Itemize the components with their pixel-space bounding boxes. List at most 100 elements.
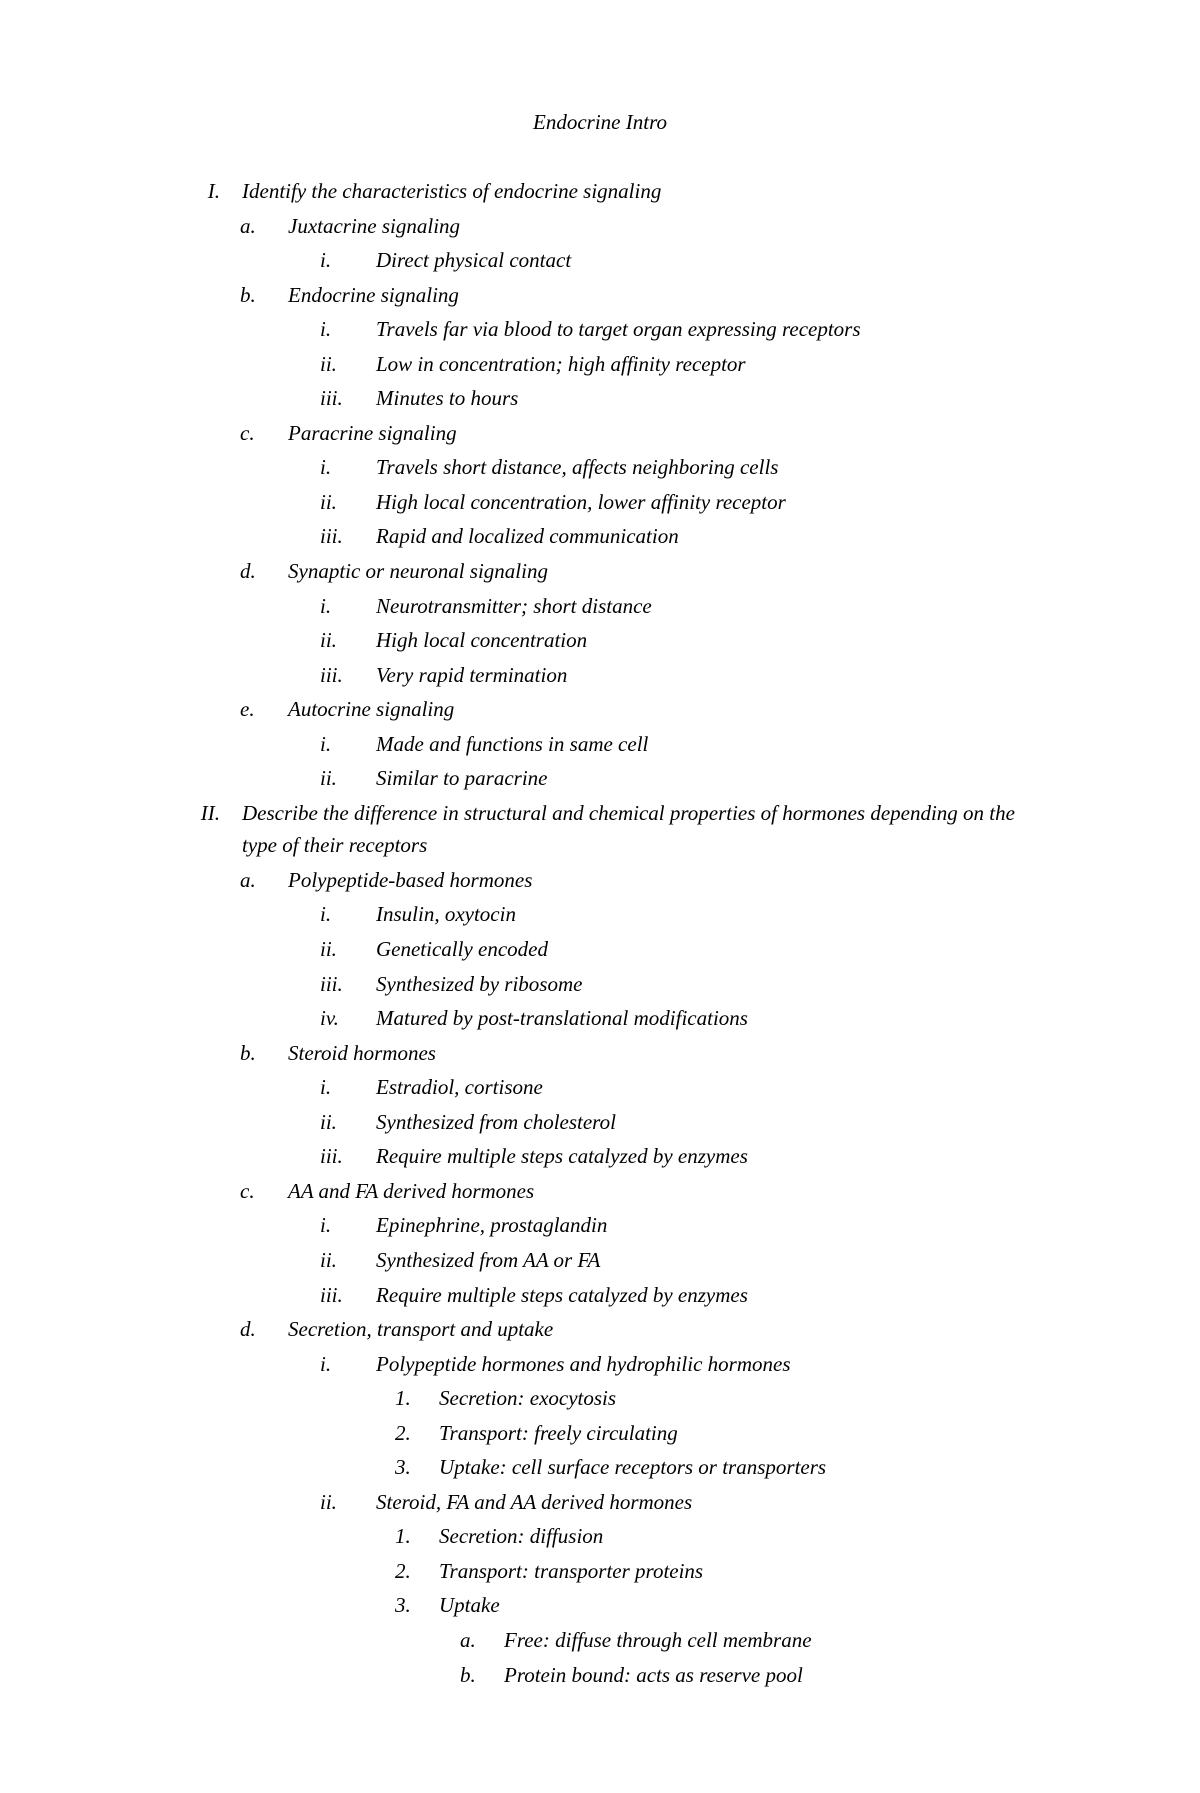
- outline-marker: i.: [320, 898, 376, 931]
- outline-text: Secretion: diffusion: [439, 1520, 1040, 1553]
- outline-item-level-3: i.Travels short distance, affects neighb…: [320, 451, 1040, 484]
- outline-text: Direct physical contact: [376, 244, 1040, 277]
- outline-item-level-3: iii.Synthesized by ribosome: [320, 968, 1040, 1001]
- outline-text: Protein bound: acts as reserve pool: [504, 1659, 1040, 1692]
- outline-marker: b.: [460, 1659, 504, 1692]
- outline-item-level-4: 2.Transport: transporter proteins: [395, 1555, 1040, 1588]
- outline-text: Paracrine signaling: [288, 417, 1040, 450]
- outline-item-level-4: 2.Transport: freely circulating: [395, 1417, 1040, 1450]
- outline-marker: 3.: [395, 1451, 439, 1484]
- outline-text: Secretion, transport and uptake: [288, 1313, 1040, 1346]
- outline-text: High local concentration: [376, 624, 1040, 657]
- outline-text: Synthesized by ribosome: [376, 968, 1040, 1001]
- outline-text: Travels short distance, affects neighbor…: [376, 451, 1040, 484]
- outline-marker: 1.: [395, 1382, 439, 1415]
- document-page: Endocrine Intro I.Identify the character…: [0, 0, 1200, 1793]
- outline-text: High local concentration, lower affinity…: [376, 486, 1040, 519]
- outline-text: Polypeptide hormones and hydrophilic hor…: [376, 1348, 1040, 1381]
- outline-marker: iii.: [320, 382, 376, 415]
- outline-item-level-3: i.Insulin, oxytocin: [320, 898, 1040, 931]
- outline-item-level-3: i.Direct physical contact: [320, 244, 1040, 277]
- outline-text: Endocrine signaling: [288, 279, 1040, 312]
- outline-marker: ii.: [320, 486, 376, 519]
- outline-item-level-2: c.Paracrine signaling: [240, 417, 1040, 450]
- outline-item-level-3: ii.Synthesized from cholesterol: [320, 1106, 1040, 1139]
- outline-text: Rapid and localized communication: [376, 520, 1040, 553]
- outline-text: Insulin, oxytocin: [376, 898, 1040, 931]
- outline-marker: c.: [240, 1175, 288, 1208]
- outline-item-level-3: iii.Require multiple steps catalyzed by …: [320, 1140, 1040, 1173]
- outline-marker: 1.: [395, 1520, 439, 1553]
- outline-marker: ii.: [320, 1486, 376, 1519]
- outline-text: Transport: transporter proteins: [439, 1555, 1040, 1588]
- outline-marker: i.: [320, 313, 376, 346]
- outline-marker: d.: [240, 555, 288, 588]
- outline-marker: 2.: [395, 1555, 439, 1588]
- outline-text: Steroid hormones: [288, 1037, 1040, 1070]
- outline-text: Estradiol, cortisone: [376, 1071, 1040, 1104]
- outline-item-level-3: i.Neurotransmitter; short distance: [320, 590, 1040, 623]
- outline-text: Juxtacrine signaling: [288, 210, 1040, 243]
- outline-item-level-2: b.Endocrine signaling: [240, 279, 1040, 312]
- outline-marker: a.: [240, 864, 288, 897]
- outline-marker: 3.: [395, 1589, 439, 1622]
- outline-item-level-3: ii.Steroid, FA and AA derived hormones: [320, 1486, 1040, 1519]
- outline-marker: a.: [240, 210, 288, 243]
- outline-item-level-1: II.Describe the difference in structural…: [160, 797, 1040, 862]
- outline-item-level-3: ii.Genetically encoded: [320, 933, 1040, 966]
- outline-text: Matured by post-translational modificati…: [376, 1002, 1040, 1035]
- outline-text: Made and functions in same cell: [376, 728, 1040, 761]
- outline-marker: b.: [240, 279, 288, 312]
- outline-text: Similar to paracrine: [376, 762, 1040, 795]
- outline-item-level-5: a.Free: diffuse through cell membrane: [460, 1624, 1040, 1657]
- outline-marker: iii.: [320, 1279, 376, 1312]
- outline-marker: i.: [320, 1071, 376, 1104]
- outline-item-level-3: i.Epinephrine, prostaglandin: [320, 1209, 1040, 1242]
- outline-item-level-3: i.Made and functions in same cell: [320, 728, 1040, 761]
- outline-marker: ii.: [320, 1106, 376, 1139]
- outline-text: Secretion: exocytosis: [439, 1382, 1040, 1415]
- outline-item-level-4: 1.Secretion: diffusion: [395, 1520, 1040, 1553]
- outline-marker: iv.: [320, 1002, 376, 1035]
- outline-text: Genetically encoded: [376, 933, 1040, 966]
- outline-item-level-3: ii.Low in concentration; high affinity r…: [320, 348, 1040, 381]
- outline-item-level-5: b.Protein bound: acts as reserve pool: [460, 1659, 1040, 1692]
- outline-text: Steroid, FA and AA derived hormones: [376, 1486, 1040, 1519]
- outline-marker: i.: [320, 451, 376, 484]
- outline-item-level-3: iii.Require multiple steps catalyzed by …: [320, 1279, 1040, 1312]
- outline-marker: iii.: [320, 1140, 376, 1173]
- outline-item-level-3: ii.Similar to paracrine: [320, 762, 1040, 795]
- outline-text: Polypeptide-based hormones: [288, 864, 1040, 897]
- outline-marker: iii.: [320, 659, 376, 692]
- outline-marker: d.: [240, 1313, 288, 1346]
- outline-item-level-3: iv.Matured by post-translational modific…: [320, 1002, 1040, 1035]
- outline-marker: ii.: [320, 1244, 376, 1277]
- outline-marker: 2.: [395, 1417, 439, 1450]
- outline-item-level-3: ii.Synthesized from AA or FA: [320, 1244, 1040, 1277]
- outline-item-level-3: iii.Rapid and localized communication: [320, 520, 1040, 553]
- outline-text: Uptake: cell surface receptors or transp…: [439, 1451, 1040, 1484]
- outline-marker: i.: [320, 728, 376, 761]
- outline-text: Require multiple steps catalyzed by enzy…: [376, 1140, 1040, 1173]
- outline-item-level-2: b.Steroid hormones: [240, 1037, 1040, 1070]
- outline-item-level-4: 3.Uptake: cell surface receptors or tran…: [395, 1451, 1040, 1484]
- outline-text: Autocrine signaling: [288, 693, 1040, 726]
- outline-marker: ii.: [320, 348, 376, 381]
- outline-text: Uptake: [439, 1589, 1040, 1622]
- outline-text: Transport: freely circulating: [439, 1417, 1040, 1450]
- outline-item-level-3: iii.Very rapid termination: [320, 659, 1040, 692]
- outline-text: Describe the difference in structural an…: [242, 797, 1040, 862]
- outline-text: Synaptic or neuronal signaling: [288, 555, 1040, 588]
- outline-item-level-2: a.Juxtacrine signaling: [240, 210, 1040, 243]
- outline-text: Low in concentration; high affinity rece…: [376, 348, 1040, 381]
- outline-text: Very rapid termination: [376, 659, 1040, 692]
- outline-item-level-3: i.Polypeptide hormones and hydrophilic h…: [320, 1348, 1040, 1381]
- outline-item-level-1: I.Identify the characteristics of endocr…: [160, 175, 1040, 208]
- outline-item-level-4: 1.Secretion: exocytosis: [395, 1382, 1040, 1415]
- outline-marker: ii.: [320, 762, 376, 795]
- outline-text: Minutes to hours: [376, 382, 1040, 415]
- outline-item-level-2: d.Secretion, transport and uptake: [240, 1313, 1040, 1346]
- outline-marker: e.: [240, 693, 288, 726]
- outline-marker: b.: [240, 1037, 288, 1070]
- outline-text: Identify the characteristics of endocrin…: [242, 175, 1040, 208]
